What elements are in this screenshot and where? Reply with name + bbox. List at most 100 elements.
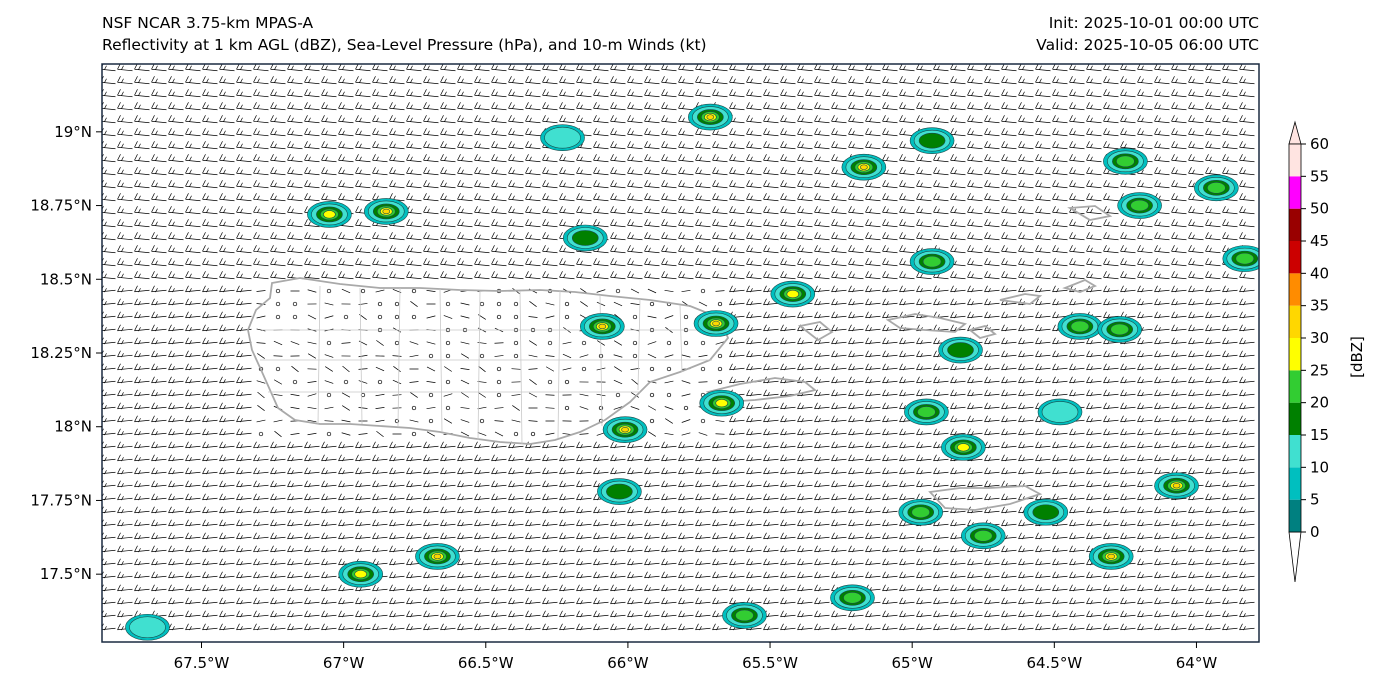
reflectivity-contour [1235,252,1255,265]
lat-tick-label: 18°N [54,418,92,436]
reflectivity-contour [1130,199,1149,212]
valid-time: Valid: 2025-10-05 06:00 UTC [1036,36,1259,54]
reflectivity-contour [598,323,607,330]
anegada-coastline [1067,205,1113,221]
reflectivity-contour [973,530,993,542]
colorbar-segment [1289,338,1301,371]
reflectivity-cell [909,248,955,275]
lon-tick-label: 66°W [607,654,649,672]
lat-tick-label: 19°N [54,123,92,141]
field-description: Reflectivity at 1 km AGL (dBZ), Sea-Leve… [102,36,707,54]
reflectivity-cell [1088,543,1134,570]
reflectivity-contour [735,609,754,622]
map-plot-area [102,64,1259,642]
municipal-borders [260,285,720,445]
colorbar-segment [1289,241,1301,274]
reflectivity-contour [129,616,166,639]
reflectivity-contour [1172,483,1181,489]
lat-tick-label: 18.25°N [30,344,92,362]
lat-tick-label: 18.75°N [30,197,92,215]
longitude-axis: 67.5°W 67°W 66.5°W 66°W 65.5°W 65°W 64.5°W 64°W [174,642,1218,672]
reflectivity-cell [1097,316,1143,343]
colorbar-segment [1289,208,1301,241]
reflectivity-contour [544,126,581,149]
colorbar-tick-label: 15 [1310,426,1329,444]
reflectivity-cell [602,416,648,443]
lat-tick-label: 17.5°N [40,565,92,583]
colorbar-segment [1289,499,1301,532]
reflectivity-cell [1103,148,1148,175]
reflectivity-echoes [125,103,1259,641]
colorbar-segment [1289,467,1301,500]
reflectivity-contour [917,406,936,418]
colorbar-segment [1289,435,1301,468]
reflectivity-contour [1110,323,1130,336]
reflectivity-cell [1222,245,1259,272]
colorbar-tick-label: 50 [1310,200,1329,218]
reflectivity-contour [323,210,336,219]
reflectivity-cell [722,602,767,629]
reflectivity-cell [562,224,608,252]
colorbar-label: [dBZ] [1348,336,1366,378]
st-john-coastline [968,325,997,339]
colorbar-tick-label: 45 [1310,232,1329,250]
reflectivity-cell [904,398,949,426]
reflectivity-contour [706,114,715,120]
lat-tick-label: 17.75°N [30,491,92,509]
reflectivity-contour [1032,504,1060,521]
plot-title-left: NSF NCAR 3.75-km MPAS-A Reflectivity at … [102,12,707,56]
colorbar-segment [1289,273,1301,306]
colorbar-tick-label: 10 [1310,458,1329,476]
reflectivity-cell [938,336,983,364]
coastlines [247,205,1113,511]
reflectivity-cell [770,280,816,308]
reflectivity-cell [688,103,733,131]
reflectivity-cell [307,201,352,228]
reflectivity-cell [415,543,460,570]
reflectivity-contour [947,342,974,358]
lat-tick-label: 18.5°N [40,270,92,288]
colorbar-segment [1289,370,1301,403]
reflectivity-cell [125,613,170,641]
lon-tick-label: 65°W [891,654,933,672]
virgin-gorda-coastline [1062,278,1098,293]
reflectivity-contour [621,426,629,433]
colorbar-tick-label: 60 [1310,135,1329,153]
colorbar-segment [1289,144,1301,177]
st-croix-coastline [928,485,1043,511]
reflectivity-contour [1107,553,1115,560]
st-thomas-coastline [885,313,967,333]
lon-tick-label: 64°W [1176,654,1218,672]
reflectivity-contour [571,230,599,246]
colorbar: 0 5 10 15 20 25 30 35 40 45 50 55 60 [1288,120,1329,583]
reflectivity-contour [712,320,720,327]
reflectivity-contour [1116,155,1135,168]
colorbar-tick-label: 25 [1310,361,1329,379]
reflectivity-contour [606,483,633,500]
lon-tick-label: 67°W [323,654,365,672]
colorbar-max-extension [1288,120,1302,145]
reflectivity-cell [699,389,745,417]
reflectivity-cell [830,584,875,612]
latitude-axis: 19°N 18.75°N 18.5°N 18.25°N 18°N 17.75°N 17.5°… [30,123,102,583]
colorbar-tick-label: 0 [1310,523,1320,541]
colorbar-tick-label: 5 [1310,491,1320,509]
colorbar-segment [1289,305,1301,338]
model-title: NSF NCAR 3.75-km MPAS-A [102,14,314,32]
reflectivity-contour [860,164,868,170]
reflectivity-contour [918,132,946,149]
reflectivity-contour [957,443,970,452]
reflectivity-cell [580,313,625,340]
reflectivity-cell [941,434,986,461]
reflectivity-cell [898,498,944,526]
colorbar-tick-label: 30 [1310,329,1329,347]
colorbar-tick-label: 40 [1310,264,1329,282]
reflectivity-contour [354,570,367,579]
reflectivity-contour [1041,401,1079,423]
colorbar-min-extension [1288,531,1302,583]
reflectivity-cell [1117,192,1162,219]
colorbar-segment [1289,402,1301,435]
reflectivity-cell [540,124,585,152]
reflectivity-contour [1207,182,1226,194]
reflectivity-cell [597,478,642,505]
